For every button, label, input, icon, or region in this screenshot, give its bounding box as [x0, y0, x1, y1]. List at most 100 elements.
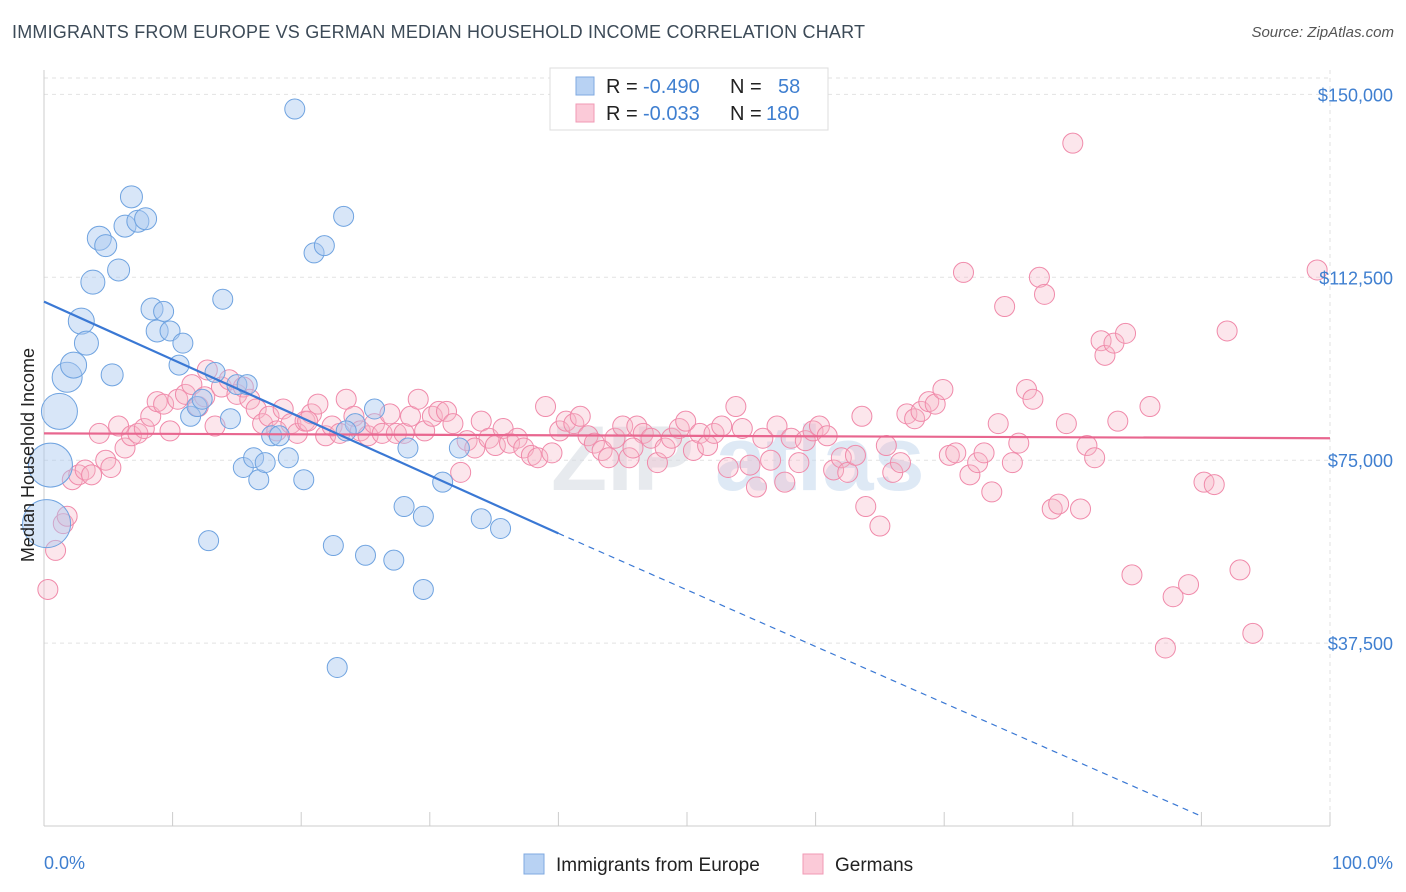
point-germans [407, 388, 429, 410]
point-germans [450, 461, 472, 483]
point-europe [412, 578, 434, 600]
point-germans [442, 413, 464, 435]
point-germans [1062, 132, 1084, 154]
point-europe [94, 234, 118, 258]
point-europe [153, 300, 175, 322]
point-europe [236, 374, 258, 396]
point-germans [973, 442, 995, 464]
y-tick-label: $112,500 [1319, 268, 1393, 288]
point-germans [844, 444, 866, 466]
point-germans [541, 442, 563, 464]
point-germans [159, 420, 181, 442]
point-germans [725, 396, 747, 418]
bottom-legend: Immigrants from Europe Germans [523, 853, 913, 876]
y-tick-label: $37,500 [1328, 634, 1393, 654]
point-europe [191, 388, 213, 410]
point-europe [22, 499, 72, 549]
point-germans [760, 449, 782, 471]
point-germans [1306, 259, 1328, 281]
point-europe [393, 496, 415, 518]
point-germans [1107, 410, 1129, 432]
point-germans [875, 435, 897, 457]
point-germans [675, 410, 697, 432]
point-germans [37, 578, 59, 600]
point-germans [987, 413, 1009, 435]
point-germans [1178, 574, 1200, 596]
legend-n-value-1: 58 [778, 76, 800, 98]
point-europe [397, 437, 419, 459]
point-germans [823, 459, 845, 481]
point-germans [1162, 586, 1184, 608]
point-germans [780, 427, 802, 449]
point-germans [1121, 564, 1143, 586]
point-germans [869, 515, 891, 537]
point-europe [448, 437, 470, 459]
point-germans [1115, 322, 1137, 344]
point-germans [569, 405, 591, 427]
legend-n-label-2: N = [730, 103, 762, 125]
point-germans [307, 393, 329, 415]
point-europe [284, 98, 306, 120]
trend-line-europe [43, 300, 559, 535]
axes [43, 70, 1331, 827]
legend-n-label-1: N = [730, 76, 762, 98]
point-germans [1034, 283, 1056, 305]
point-germans [1084, 447, 1106, 469]
point-germans [56, 505, 78, 527]
series-immigrants-from-europe [22, 98, 512, 678]
point-europe [107, 258, 131, 282]
point-germans [114, 437, 136, 459]
point-europe [383, 549, 405, 571]
point-europe [355, 544, 376, 566]
point-europe [490, 517, 512, 539]
point-germans [100, 457, 122, 479]
point-germans [745, 476, 767, 498]
point-europe [134, 207, 158, 231]
point-europe [212, 288, 234, 310]
point-europe [119, 185, 143, 209]
bottom-legend-swatch-germans [802, 853, 824, 875]
source-label: Source: ZipAtlas.com [1251, 24, 1394, 41]
y-tick-label: $75,000 [1328, 451, 1393, 471]
chart-title: IMMIGRANTS FROM EUROPE VS GERMAN MEDIAN … [12, 22, 866, 42]
point-germans [428, 400, 450, 422]
point-germans [994, 296, 1016, 318]
point-germans [788, 452, 810, 474]
point-germans [1048, 493, 1070, 515]
point-germans [181, 374, 203, 396]
point-germans [81, 464, 103, 486]
point-germans [385, 422, 407, 444]
point-europe [67, 307, 95, 335]
legend-r-value-2: -0.033 [643, 103, 700, 125]
point-europe [172, 332, 194, 354]
point-europe [364, 398, 386, 420]
point-germans [889, 452, 911, 474]
y-tick-label: $150,000 [1318, 85, 1393, 105]
point-germans [45, 539, 67, 561]
point-europe [293, 469, 315, 491]
point-germans [1229, 559, 1251, 581]
bottom-legend-europe: Immigrants from Europe [556, 855, 760, 876]
point-europe [303, 242, 325, 264]
point-europe [326, 656, 348, 678]
point-europe [126, 209, 150, 233]
point-germans [1076, 435, 1098, 457]
y-axis-label: Median Household Income [18, 348, 38, 562]
point-europe [412, 505, 434, 527]
point-germans [731, 417, 753, 439]
point-germans [752, 427, 774, 449]
x-tick-label: 100.0% [1332, 853, 1393, 873]
point-europe [219, 408, 241, 430]
point-europe [60, 351, 88, 379]
point-germans [851, 405, 873, 427]
point-germans [535, 396, 557, 418]
point-europe [80, 269, 106, 295]
point-europe [254, 452, 276, 474]
point-germans [357, 425, 379, 447]
point-germans [1216, 320, 1238, 342]
point-europe [470, 508, 492, 530]
legend-n-value-2: 180 [766, 103, 799, 125]
legend-swatch-europe [575, 76, 595, 96]
point-germans [703, 422, 725, 444]
series-germans [37, 132, 1328, 659]
